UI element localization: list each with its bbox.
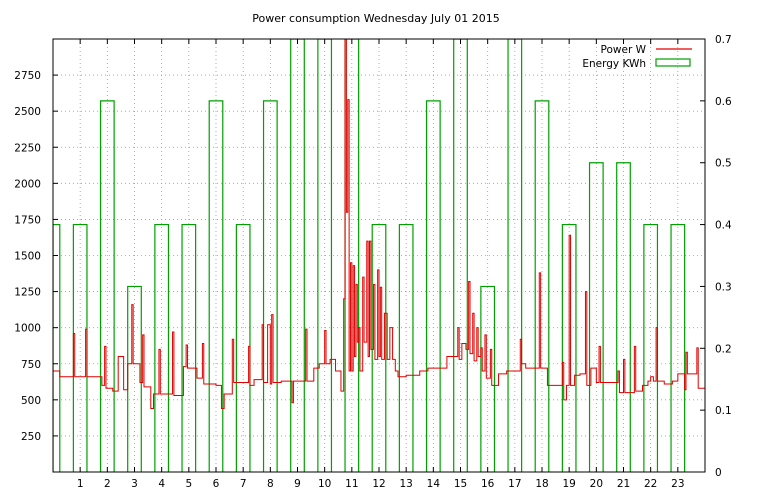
x-tick-label: 13 [399, 478, 412, 490]
x-tick-label: 2 [104, 478, 111, 490]
y-right-tick-label: 0.3 [715, 281, 732, 293]
y-right-tick-label: 0.5 [715, 158, 732, 170]
energy-bar [398, 223, 414, 472]
y-left-tick-label: 1750 [14, 214, 41, 226]
x-tick-label: 20 [590, 478, 603, 490]
energy-bar [425, 100, 441, 472]
energy-bar [616, 162, 631, 472]
energy-bar [507, 39, 523, 472]
power-series [53, 39, 705, 409]
energy-bar [371, 223, 387, 472]
energy-bar [53, 223, 61, 472]
x-tick-label: 4 [158, 478, 165, 490]
y-right-tick-label: 0.6 [715, 96, 732, 108]
x-tick-label: 12 [372, 478, 385, 490]
y-left-tick-label: 1250 [14, 287, 41, 299]
x-tick-label: 7 [240, 478, 247, 490]
energy-bar [181, 223, 197, 472]
y-left-tick-label: 750 [21, 359, 41, 371]
x-tick-label: 3 [131, 478, 138, 490]
energy-bar [453, 39, 468, 472]
y-right-tick-label: 0.4 [715, 220, 732, 232]
y-left-tick-label: 1500 [14, 251, 41, 263]
y-right-tick-label: 0.2 [715, 343, 732, 355]
x-tick-label: 22 [644, 478, 657, 490]
x-tick-label: 14 [427, 478, 441, 490]
power-line [53, 39, 705, 409]
energy-bar [154, 223, 170, 472]
x-tick-label: 1 [77, 478, 84, 490]
energy-bar [208, 100, 224, 472]
y-axis-right: 0 0.1 0.2 0.3 0.4 0.5 0.6 0.7 [700, 34, 732, 479]
energy-bar [262, 100, 278, 472]
y-axis-left: 250 500 750 1000 1250 1500 1750 2000 2250 2500 275… [14, 70, 58, 443]
y-left-tick-label: 2000 [14, 178, 41, 190]
x-tick-label: 15 [454, 478, 467, 490]
y-right-tick-label: 0.1 [715, 405, 732, 417]
x-tick-label: 23 [671, 478, 684, 490]
energy-bar [317, 39, 333, 472]
y-left-tick-label: 2750 [14, 70, 41, 82]
legend-power-label: Power W [601, 44, 647, 56]
x-tick-label: 21 [617, 478, 630, 490]
x-tick-label: 6 [213, 478, 220, 490]
energy-bar [534, 100, 550, 472]
x-tick-label: 10 [318, 478, 331, 490]
energy-bar [588, 162, 604, 472]
energy-bar [561, 223, 577, 472]
energy-series [53, 39, 686, 472]
legend-energy-swatch [655, 58, 691, 67]
legend: Power W Energy KWh [582, 44, 692, 70]
y-left-tick-label: 2250 [14, 142, 41, 154]
y-right-tick-label: 0 [715, 467, 722, 479]
x-tick-label: 5 [185, 478, 192, 490]
x-tick-label: 11 [345, 478, 358, 490]
legend-energy-label: Energy KWh [582, 58, 646, 70]
x-tick-label: 16 [481, 478, 495, 490]
y-left-tick-label: 250 [21, 431, 41, 443]
x-tick-label: 19 [562, 478, 575, 490]
y-left-tick-label: 2500 [14, 106, 41, 118]
energy-bar [670, 223, 686, 472]
x-tick-label: 17 [508, 478, 521, 490]
chart-title: Power consumption Wednesday July 01 2015 [252, 12, 499, 25]
x-axis: 1 2 3 4 5 6 7 8 9 10 11 12 13 14 15 16 17 18 19 20 21 22 23 [77, 39, 685, 490]
energy-bar [480, 285, 496, 472]
x-tick-label: 8 [267, 478, 274, 490]
grid-lines [53, 39, 705, 472]
x-tick-label: 9 [294, 478, 301, 490]
energy-bar [99, 100, 115, 472]
y-left-tick-label: 1000 [14, 323, 41, 335]
x-tick-label: 18 [535, 478, 548, 490]
energy-bar [290, 39, 305, 472]
y-left-tick-label: 500 [21, 395, 41, 407]
y-right-tick-label: 0.7 [715, 34, 732, 46]
